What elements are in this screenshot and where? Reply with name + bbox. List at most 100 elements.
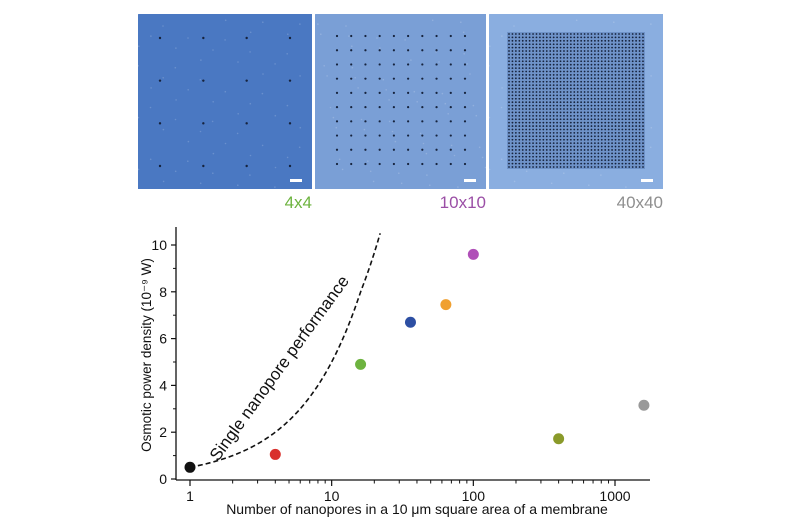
nanopore-dot (624, 87, 627, 90)
nanopore-dot (528, 56, 531, 59)
nanopore-dot (597, 118, 600, 121)
nanopore-dot (518, 152, 521, 155)
nanopore-dot (539, 101, 541, 104)
nanopore-dot (576, 50, 579, 52)
nanopore-dot (576, 145, 579, 148)
nanopore-dot (514, 149, 517, 151)
nanopore-dot (587, 63, 589, 66)
nanopore-dot (642, 50, 644, 52)
nanopore-dot (573, 53, 576, 56)
nanopore-dot (556, 159, 559, 162)
nanopore-dot (525, 43, 528, 46)
nanopore-dot (614, 159, 617, 162)
nanopore-dot (563, 149, 565, 151)
nanopore-dot (604, 142, 607, 145)
nanopore-dot (566, 135, 569, 138)
nanopore-dot (628, 70, 631, 73)
nanopore-dot (607, 108, 610, 110)
nanopore-dot (508, 67, 510, 70)
nanopore-dot (552, 74, 555, 76)
nanopore-dot (628, 33, 631, 35)
nanopore-dot (556, 56, 559, 59)
nanopore-dot (590, 135, 593, 138)
nanopore-dot (611, 135, 613, 138)
nanopore-dot (590, 145, 593, 148)
nanopore-dot (600, 111, 603, 114)
nanopore-dot (525, 118, 528, 121)
nanopore-dot (628, 138, 631, 141)
nanopore-dot (573, 104, 576, 107)
nanopore-dot (638, 80, 641, 83)
nanopore-dot (511, 155, 514, 158)
nanopore-dot (607, 114, 610, 117)
curve-label: Single nanopore performance (206, 272, 353, 464)
texture-speck (237, 184, 239, 186)
nanopore-dot (559, 145, 562, 148)
nanopore-dot (525, 149, 528, 151)
nanopore-dot (542, 33, 545, 35)
nanopore-dot (587, 152, 589, 155)
nanopore-dot (559, 87, 562, 90)
nanopore-dot (563, 39, 565, 42)
nanopore-dot (600, 145, 603, 148)
nanopore-dot (518, 159, 521, 162)
nanopore-dot (518, 162, 521, 165)
nanopore-dot (583, 56, 586, 59)
nanopore-dot (607, 101, 610, 104)
nanopore-dot (545, 50, 548, 52)
nanopore-dot (535, 80, 538, 83)
nanopore-dot (593, 67, 596, 70)
nanopore-dot (621, 84, 624, 87)
nanopore-dot (597, 77, 600, 80)
nanopore-dot (202, 36, 205, 40)
nanopore-dot (597, 53, 600, 56)
nanopore-dot (576, 111, 579, 114)
nanopore-dot (607, 46, 610, 49)
nanopore-dot (590, 77, 593, 80)
nanopore-dot (587, 149, 589, 151)
nanopore-dot (532, 135, 534, 138)
nanopore-dot (545, 43, 548, 46)
nanopore-dot (518, 43, 521, 46)
nanopore-dot (604, 39, 607, 42)
nanopore-dot (525, 159, 528, 162)
nanopore-dot (624, 128, 627, 131)
x-tick-label: 1000 (599, 488, 630, 504)
nanopore-dot (378, 148, 381, 151)
nanopore-dot (587, 101, 589, 104)
nanopore-dot (624, 43, 627, 46)
nanopore-dot (518, 104, 521, 107)
nanopore-dot (532, 94, 534, 97)
nanopore-dot (545, 114, 548, 117)
nanopore-dot (566, 121, 569, 124)
nanopore-dot (597, 67, 600, 70)
nanopore-dot (508, 43, 510, 46)
nanopore-dot (335, 120, 339, 123)
nanopore-dot (563, 77, 565, 80)
nanopore-dot (573, 77, 576, 80)
nanopore-dot (573, 131, 576, 134)
nanopore-dot (621, 70, 624, 73)
nanopore-dot (576, 121, 579, 124)
nanopore-dot (518, 50, 521, 52)
nanopore-dot (638, 135, 641, 138)
nanopore-dot (631, 128, 634, 131)
nanopore-dot (614, 125, 617, 127)
nanopore-dot (611, 101, 613, 104)
nanopore-dot (607, 36, 610, 39)
nanopore-dot (569, 56, 572, 59)
nanopore-dot (614, 121, 617, 124)
nanopore-dot (525, 56, 528, 59)
nanopore-dot (583, 111, 586, 114)
nanopore-dot (525, 142, 528, 145)
nanopore-dot (576, 152, 579, 155)
nanopore-dot (621, 43, 624, 46)
nanopore-dot (511, 125, 514, 127)
nanopore-dot (421, 106, 424, 109)
nanopore-dot (549, 131, 552, 134)
nanopore-dot (593, 111, 596, 114)
nanopore-dot (611, 111, 613, 114)
nanopore-dot (514, 97, 517, 100)
nanopore-dot (542, 87, 545, 90)
nanopore-dot (580, 135, 583, 138)
